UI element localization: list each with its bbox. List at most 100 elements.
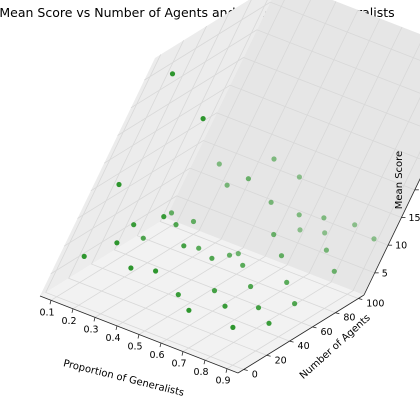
x-tick-mark <box>71 308 74 313</box>
y-tick-mark <box>289 340 294 343</box>
data-point <box>211 288 218 294</box>
data-point <box>175 292 181 298</box>
x-tick-mark <box>203 360 206 365</box>
x-tick-mark <box>115 325 118 331</box>
data-point <box>321 215 327 221</box>
data-point <box>196 245 202 251</box>
y-gridline <box>90 25 290 342</box>
data-point <box>271 231 277 238</box>
data-point <box>296 174 302 180</box>
y-tick-label: 0 <box>252 369 258 380</box>
data-point <box>230 324 236 330</box>
x-tick-label: 0.6 <box>149 350 164 361</box>
data-point <box>296 212 302 218</box>
z-tick-label: 15 <box>408 213 420 224</box>
x-gridline <box>204 97 420 361</box>
y-gridline <box>113 11 313 328</box>
data-point <box>255 305 262 311</box>
x-tick-label: 0.1 <box>39 307 54 318</box>
z-gridline <box>77 140 402 219</box>
data-point <box>224 182 230 188</box>
data-point <box>81 253 87 259</box>
z-axis-line <box>363 178 420 296</box>
data-point <box>222 303 228 309</box>
data-point <box>114 240 120 246</box>
x-tick-label: 0.4 <box>105 333 120 344</box>
data-point <box>169 71 176 77</box>
y-tick-mark <box>335 312 340 315</box>
data-point <box>181 243 187 249</box>
x-tick-label: 0.9 <box>215 376 230 387</box>
data-point <box>268 199 274 205</box>
y-tick-label: 100 <box>366 299 384 310</box>
data-point <box>331 268 337 274</box>
tick-labels: 0.1 0.2 0.3 0.4 0.5 0.6 0.7 0.8 0.9 0 20 40 60 80 100 5… <box>39 189 420 387</box>
y-tick-mark <box>266 354 271 357</box>
x-tick-mark <box>49 300 52 305</box>
y-gridline <box>136 0 336 314</box>
data-point <box>248 283 254 290</box>
x-tick-mark <box>137 334 140 339</box>
z-gridline <box>144 1 420 81</box>
z-gridline <box>117 57 420 136</box>
z-gridline <box>130 29 420 109</box>
data-point <box>266 320 272 326</box>
y-gridline <box>45 54 244 370</box>
data-point <box>352 222 358 228</box>
x-axis-label: Proportion of Generalists <box>62 358 185 399</box>
grid-lines <box>45 0 420 370</box>
data-point <box>297 227 303 233</box>
data-point <box>173 222 179 228</box>
y-tick-label: 40 <box>298 341 310 352</box>
y-gridline <box>68 40 267 356</box>
y-axis-line <box>237 294 365 374</box>
left-pane <box>40 0 272 296</box>
data-point <box>209 255 215 261</box>
z-gridline <box>90 112 415 192</box>
data-point <box>116 181 122 188</box>
x-tick-mark <box>225 368 228 373</box>
data-point <box>322 230 328 236</box>
x-tick-mark <box>181 351 184 356</box>
x-gridline <box>226 151 420 370</box>
data-point <box>292 301 298 307</box>
x-gridline <box>138 18 381 335</box>
x-tick-label: 0.3 <box>83 324 98 335</box>
y-gridline <box>159 0 359 299</box>
x-gridline <box>116 9 359 327</box>
x-gridline <box>72 0 311 310</box>
data-point <box>168 210 175 216</box>
data-point <box>278 253 285 259</box>
data-point <box>190 218 197 225</box>
data-point <box>323 247 329 253</box>
data-point <box>245 176 251 182</box>
x-gridline <box>94 1 337 318</box>
y-tick-label: 20 <box>275 355 287 366</box>
x-gridline <box>182 42 420 352</box>
x-tick-label: 0.7 <box>171 359 186 370</box>
data-points <box>81 71 377 330</box>
x-tick-label: 0.5 <box>127 342 142 353</box>
x-tick-mark <box>159 342 162 348</box>
data-point <box>235 251 241 257</box>
z-axis-label: Mean Score <box>394 151 405 209</box>
data-point <box>271 156 277 162</box>
x-tick-label: 0.8 <box>193 367 208 378</box>
data-point <box>128 265 134 271</box>
x-tick-mark <box>93 317 96 322</box>
y-tick-mark <box>358 298 363 300</box>
data-point <box>140 235 146 241</box>
data-point <box>200 116 206 122</box>
y-tick-mark <box>312 326 317 329</box>
data-point <box>240 262 246 268</box>
y-tick-mark <box>243 369 248 371</box>
data-point <box>284 279 290 285</box>
z-gridline <box>103 84 420 164</box>
z-gridline <box>50 195 375 275</box>
data-point <box>371 236 377 242</box>
data-point <box>153 268 159 274</box>
z-tick-label: 10 <box>395 241 407 252</box>
x-tick-label: 0.2 <box>61 316 76 327</box>
data-point <box>161 214 167 220</box>
